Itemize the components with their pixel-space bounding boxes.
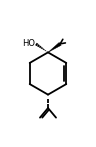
Polygon shape (48, 42, 61, 52)
Text: HO: HO (22, 39, 35, 48)
